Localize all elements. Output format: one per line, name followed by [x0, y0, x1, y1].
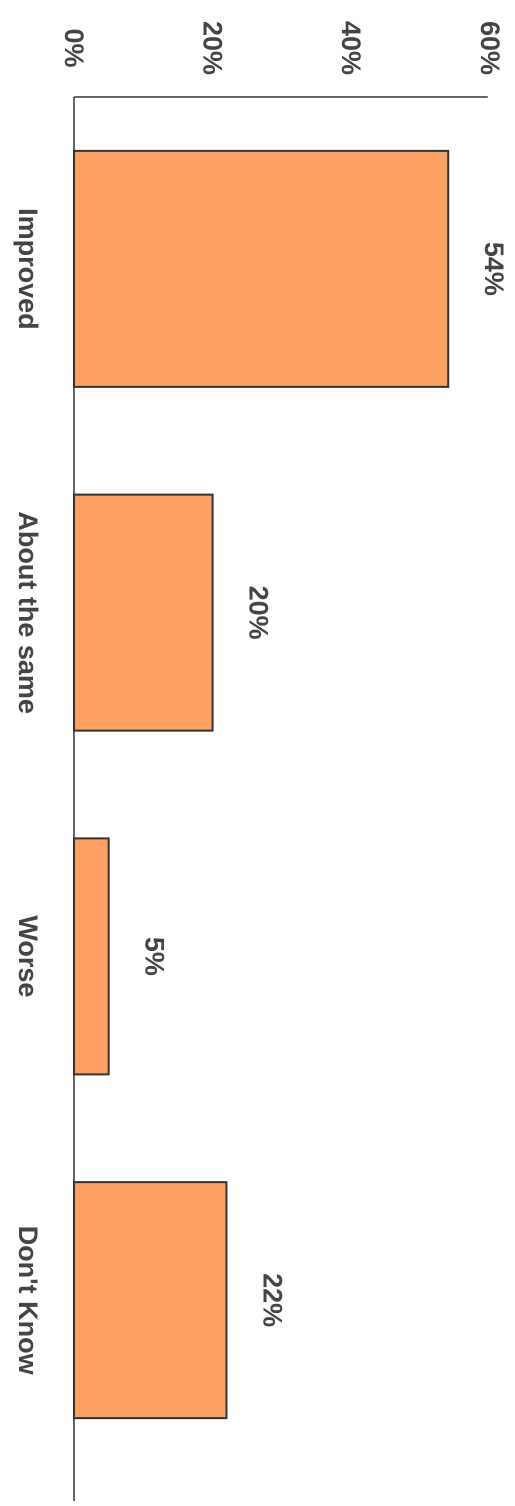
x-tick-label: Improved	[13, 208, 43, 330]
data-label: 5%	[140, 937, 170, 976]
y-tick-label: 0%	[59, 28, 89, 67]
y-tick-label: 20%	[198, 21, 228, 75]
bar	[73, 1181, 228, 1420]
y-tick-label: 40%	[336, 21, 366, 75]
plot-area: 0% 20% 40% 60% 54% Improved 20% About the same 5…	[13, 21, 509, 1501]
x-tick-label: About the same	[13, 511, 43, 714]
bar	[73, 149, 450, 388]
bar	[73, 493, 214, 732]
bar	[73, 837, 110, 1076]
y-tick-label: 60%	[475, 21, 505, 75]
data-label: 22%	[257, 1273, 287, 1327]
x-tick-label: Don't Know	[13, 1226, 43, 1376]
data-label: 54%	[479, 242, 509, 296]
x-tick-label: Worse	[13, 915, 43, 997]
data-label: 20%	[244, 586, 274, 640]
